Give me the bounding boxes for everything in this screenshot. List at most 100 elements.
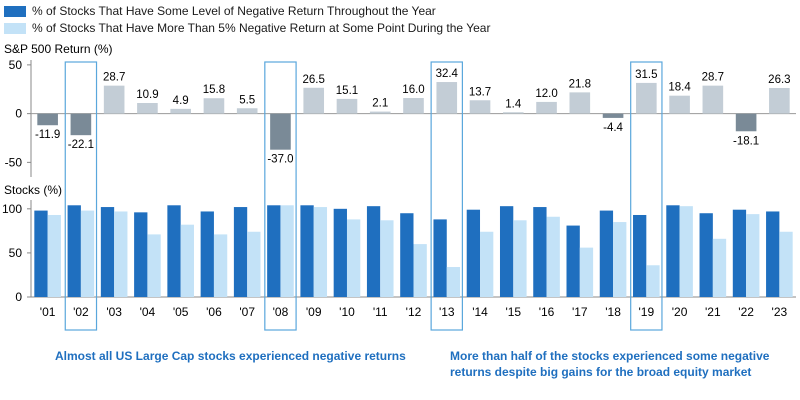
stocks-bar-series1 — [333, 208, 347, 297]
stocks-bar-series1 — [300, 205, 314, 297]
sp500-bar — [270, 113, 291, 150]
stocks-bar-series2 — [114, 211, 128, 297]
stocks-bar-series1 — [100, 207, 115, 297]
x-tick-label: '19 — [639, 305, 655, 319]
sp500-data-label: 28.7 — [702, 72, 724, 84]
stocks-bar-series1 — [267, 205, 281, 297]
legend: % of Stocks That Have Some Level of Nega… — [4, 3, 490, 37]
sp500-data-label: -11.9 — [35, 129, 60, 141]
legend-label-series1: % of Stocks That Have Some Level of Nega… — [32, 4, 436, 18]
sp500-data-label: 5.5 — [239, 94, 255, 106]
sp500-data-label: 26.5 — [303, 74, 325, 86]
x-tick-label: '11 — [373, 305, 388, 319]
stocks-y-tick-label: 50 — [9, 246, 23, 260]
sp500-bar — [137, 102, 158, 114]
sp500-bar — [536, 101, 557, 114]
sp500-data-label: -18.1 — [733, 135, 759, 147]
stocks-bar-series2 — [480, 231, 494, 297]
legend-label-series2: % of Stocks That Have More Than 5% Negat… — [32, 21, 491, 35]
x-tick-label: '08 — [273, 305, 289, 319]
sp500-data-label: 12.0 — [535, 88, 557, 100]
sp500-bar — [735, 113, 757, 132]
sp500-bar — [70, 113, 92, 136]
stocks-bar-series1 — [732, 209, 747, 297]
sp500-data-label: 26.3 — [768, 74, 790, 86]
stocks-bar-series1 — [366, 206, 381, 297]
stocks-bar-series2 — [247, 231, 261, 297]
highlight-box — [430, 61, 463, 331]
sp500-bar — [336, 98, 358, 114]
sp500-chart-title: S&P 500 Return (%) — [4, 42, 113, 56]
sp500-bar — [203, 98, 225, 114]
stocks-bar-series1 — [433, 219, 447, 297]
stocks-bar-series1 — [666, 205, 680, 297]
sp500-bar — [669, 95, 690, 114]
legend-item-series2: % of Stocks That Have More Than 5% Negat… — [4, 20, 490, 37]
sp500-data-label: 15.1 — [336, 85, 358, 97]
stocks-y-tick-label: 0 — [15, 290, 22, 304]
x-tick-label: '10 — [339, 305, 355, 319]
highlight-box — [630, 61, 663, 331]
sp500-bar — [303, 87, 325, 114]
legend-swatch-series2 — [4, 23, 26, 34]
sp500-y-tick-label: 0 — [15, 107, 22, 121]
x-tick-label: '17 — [572, 305, 588, 319]
sp500-data-label: 31.5 — [635, 69, 657, 81]
highlight-box — [264, 61, 297, 331]
stocks-bar-series2 — [746, 214, 760, 297]
x-tick-label: '04 — [140, 305, 156, 319]
sp500-bar — [436, 82, 458, 114]
legend-item-series1: % of Stocks That Have Some Level of Nega… — [4, 3, 490, 20]
x-tick-label: '06 — [206, 305, 222, 319]
stocks-bar-series1 — [167, 205, 181, 297]
stocks-bar-series1 — [67, 205, 81, 297]
sp500-data-label: 15.8 — [203, 84, 225, 96]
x-tick-label: '12 — [406, 305, 422, 319]
stocks-bar-series2 — [180, 224, 194, 297]
x-tick-label: '09 — [306, 305, 322, 319]
stocks-chart-title: Stocks (%) — [4, 183, 62, 197]
stocks-bar-series2 — [313, 207, 328, 297]
x-tick-label: '23 — [772, 305, 788, 319]
x-tick-label: '02 — [73, 305, 89, 319]
sp500-bar — [602, 113, 624, 118]
legend-swatch-series1 — [4, 6, 26, 17]
stocks-bar-series2 — [213, 234, 228, 297]
stocks-bar-series1 — [699, 213, 713, 297]
sp500-bar — [170, 108, 191, 114]
stocks-bar-series2 — [546, 216, 560, 297]
note-left: Almost all US Large Cap stocks experienc… — [55, 349, 406, 363]
sp500-data-label: -4.4 — [603, 122, 623, 134]
sp500-bar — [502, 112, 524, 114]
stocks-bar-series2 — [446, 267, 461, 297]
sp500-data-label: 28.7 — [103, 72, 125, 84]
sp500-bar — [469, 100, 491, 114]
x-tick-label: '03 — [106, 305, 122, 319]
x-tick-label: '22 — [738, 305, 754, 319]
stocks-bar-series2 — [613, 222, 627, 297]
stocks-bar-series1 — [566, 225, 580, 297]
note-right: More than half of the stocks experienced… — [450, 349, 770, 379]
sp500-data-label: 1.4 — [505, 98, 522, 110]
x-tick-label: '20 — [672, 305, 688, 319]
stocks-bar-series2 — [380, 220, 394, 297]
sp500-data-label: 32.4 — [436, 68, 459, 80]
stocks-bar-series1 — [400, 213, 414, 297]
sp500-bar — [702, 85, 724, 114]
stocks-bar-series2 — [47, 214, 61, 297]
stocks-bar-series2 — [779, 231, 793, 297]
sp500-data-label: 13.7 — [469, 86, 491, 98]
stocks-bar-series1 — [134, 212, 148, 297]
stocks-bar-series2 — [679, 206, 693, 297]
sp500-bar — [103, 85, 125, 114]
stocks-bar-series2 — [147, 234, 161, 297]
stocks-bar-series2 — [646, 265, 660, 297]
sp500-data-label: 18.4 — [668, 82, 691, 94]
stocks-bar-series1 — [499, 206, 514, 297]
sp500-bar — [369, 111, 391, 114]
sp500-y-tick-label: 50 — [9, 58, 23, 72]
x-tick-label: '07 — [239, 305, 255, 319]
stocks-bar-series1 — [533, 207, 547, 297]
sp500-data-label: -37.0 — [267, 154, 293, 166]
sp500-bar — [37, 113, 58, 126]
